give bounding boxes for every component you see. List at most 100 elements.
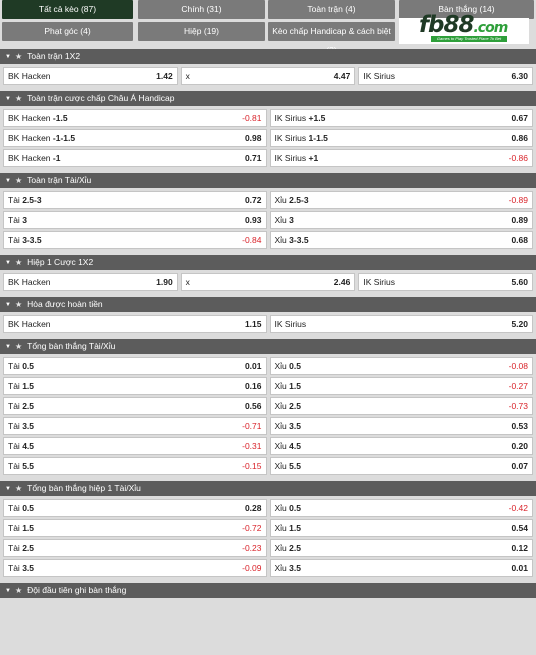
odds-cell[interactable]: x 2.46 (180, 273, 356, 291)
handicap-value: 1.5 (22, 381, 35, 391)
handicap-value: 3.5 (22, 563, 35, 573)
handicap-value: -1-1.5 (52, 133, 76, 143)
handicap-value: 2.5-3 (289, 195, 309, 205)
handicap-value: 1-1.5 (308, 133, 328, 143)
section-header[interactable]: ▼ ★ Tổng bàn thắng hiệp 1 Tài/Xỉu (0, 481, 536, 496)
odds-cell[interactable]: Xỉu 2.5 0.12 (269, 539, 533, 557)
tab-goals[interactable]: Bàn thắng (14) (399, 0, 534, 19)
selection-label: IK Sirius +1 (274, 153, 319, 163)
caret-down-icon[interactable]: ▼ (5, 96, 11, 102)
section-header[interactable]: ▼ ★ Tổng bàn thắng Tài/Xỉu (0, 339, 536, 354)
star-icon[interactable]: ★ (14, 176, 23, 185)
odds-cell[interactable]: Tài 3.5 -0.09 (3, 559, 267, 577)
odds-cell[interactable]: Tài 3-3.5 -0.84 (3, 231, 267, 249)
odds-cell[interactable]: Xỉu 3 0.89 (269, 211, 533, 229)
caret-down-icon[interactable]: ▼ (5, 344, 11, 350)
caret-down-icon[interactable]: ▼ (5, 260, 11, 266)
star-icon[interactable]: ★ (14, 300, 23, 309)
odds-cell[interactable]: Tài 2.5-3 0.72 (3, 191, 267, 209)
section-header[interactable]: ▼ ★ Toàn trận Tài/Xỉu (0, 173, 536, 188)
caret-down-icon[interactable]: ▼ (5, 588, 11, 594)
odds-cell[interactable]: Xỉu 3.5 0.01 (269, 559, 533, 577)
odds-cell[interactable]: Xỉu 4.5 0.20 (269, 437, 533, 455)
selection-label: Tài 3-3.5 (8, 235, 42, 245)
section-header[interactable]: ▼ ★ Hòa được hoàn tiền (0, 297, 536, 312)
odds-cell[interactable]: BK Hacken -1 0.71 (3, 149, 267, 167)
section-header[interactable]: ▼ ★ Toàn trận 1X2 (0, 49, 536, 64)
market-section: ▼ ★ Đội đầu tiên ghi bàn thắng (0, 583, 536, 598)
section-title: Toàn trận 1X2 (27, 51, 81, 61)
market-section: ▼ ★ Tổng bàn thắng Tài/Xỉu Tài 0.5 0.01 Xỉu 0… (0, 339, 536, 475)
handicap-value: +1.5 (308, 113, 326, 123)
fb88-logo[interactable]: fb88.com Games to Play Trusted Place To … (399, 12, 529, 44)
odds-cell[interactable]: Xỉu 1.5 0.54 (269, 519, 533, 537)
selection-label: BK Hacken -1-1.5 (8, 133, 76, 143)
odds-cell[interactable]: IK Sirius 1-1.5 0.86 (269, 129, 533, 147)
caret-down-icon[interactable]: ▼ (5, 178, 11, 184)
star-icon[interactable]: ★ (14, 586, 23, 595)
caret-down-icon[interactable]: ▼ (5, 54, 11, 60)
odds-cell[interactable]: Tài 3.5 -0.71 (3, 417, 267, 435)
tab-all-markets[interactable]: Tất cả kèo (87) (2, 0, 133, 19)
star-icon[interactable]: ★ (14, 342, 23, 351)
odds-cell[interactable]: Tài 2.5 -0.23 (3, 539, 267, 557)
odds-value: -0.86 (508, 153, 528, 163)
odds-cell[interactable]: Xỉu 3-3.5 0.68 (269, 231, 533, 249)
odds-value: 2.46 (333, 277, 351, 287)
star-icon[interactable]: ★ (14, 484, 23, 493)
selection-label: IK Sirius 1-1.5 (274, 133, 328, 143)
odds-cell[interactable]: BK Hacken -1-1.5 0.98 (3, 129, 267, 147)
odds-cell[interactable]: Tài 4.5 -0.31 (3, 437, 267, 455)
star-icon[interactable]: ★ (14, 94, 23, 103)
odds-cell[interactable]: IK Sirius 5.60 (358, 273, 534, 291)
odds-row: Tài 3-3.5 -0.84 Xỉu 3-3.5 0.68 (0, 231, 536, 249)
odds-cell[interactable]: Xỉu 1.5 -0.27 (269, 377, 533, 395)
odds-cell[interactable]: Tài 0.5 0.01 (3, 357, 267, 375)
odds-value: 0.93 (244, 215, 262, 225)
odds-cell[interactable]: Xỉu 0.5 -0.42 (269, 499, 533, 517)
odds-cell[interactable]: Tài 0.5 0.28 (3, 499, 267, 517)
odds-cell[interactable]: Xỉu 2.5-3 -0.89 (269, 191, 533, 209)
odds-cell[interactable]: IK Sirius +1.5 0.67 (269, 109, 533, 127)
odds-cell[interactable]: Tài 5.5 -0.15 (3, 457, 267, 475)
odds-row: BK Hacken -1 0.71 IK Sirius +1 -0.86 (0, 149, 536, 167)
odds-cell[interactable]: BK Hacken -1.5 -0.81 (3, 109, 267, 127)
section-header[interactable]: ▼ ★ Hiệp 1 Cược 1X2 (0, 255, 536, 270)
odds-cell[interactable]: IK Sirius 5.20 (269, 315, 533, 333)
caret-down-icon[interactable]: ▼ (5, 486, 11, 492)
tab-handicap-margin[interactable]: Kèo chấp Handicap & cách biệt (3) (268, 22, 395, 55)
tab-full-match[interactable]: Toàn trận (4) (268, 0, 395, 19)
handicap-value: 2.5 (289, 401, 301, 411)
tab-main[interactable]: Chính (31) (138, 0, 265, 19)
selection-label: Tài 4.5 (8, 441, 35, 451)
tab-half[interactable]: Hiệp (19) (138, 22, 265, 41)
odds-cell[interactable]: Xỉu 0.5 -0.08 (269, 357, 533, 375)
section-header[interactable]: ▼ ★ Toàn trận cược chấp Châu Á Handicap (0, 91, 536, 106)
odds-row: Tài 1.5 0.16 Xỉu 1.5 -0.27 (0, 377, 536, 395)
section-header[interactable]: ▼ ★ Đội đầu tiên ghi bàn thắng (0, 583, 536, 598)
handicap-value: 3.5 (22, 421, 35, 431)
market-section: ▼ ★ Toàn trận 1X2 BK Hacken 1.42 x 4.47 IK Siri… (0, 49, 536, 85)
odds-cell[interactable]: BK Hacken 1.90 (3, 273, 178, 291)
handicap-value: 2.5 (289, 543, 301, 553)
selection-label: Xỉu 4.5 (274, 441, 302, 451)
odds-cell[interactable]: Tài 3 0.93 (3, 211, 267, 229)
odds-cell[interactable]: Xỉu 5.5 0.07 (269, 457, 533, 475)
odds-cell[interactable]: BK Hacken 1.42 (3, 67, 178, 85)
tab-corners[interactable]: Phạt góc (4) (2, 22, 133, 41)
odds-cell[interactable]: Xỉu 2.5 -0.73 (269, 397, 533, 415)
caret-down-icon[interactable]: ▼ (5, 302, 11, 308)
market-section: ▼ ★ Hiệp 1 Cược 1X2 BK Hacken 1.90 x 2.46 IK Si… (0, 255, 536, 291)
selection-label: Xỉu 1.5 (274, 381, 302, 391)
odds-cell[interactable]: Tài 2.5 0.56 (3, 397, 267, 415)
odds-cell[interactable]: Tài 1.5 -0.72 (3, 519, 267, 537)
odds-cell[interactable]: BK Hacken 1.15 (3, 315, 267, 333)
star-icon[interactable]: ★ (14, 52, 23, 61)
odds-cell[interactable]: x 4.47 (180, 67, 356, 85)
odds-cell[interactable]: IK Sirius +1 -0.86 (269, 149, 533, 167)
odds-cell[interactable]: Xỉu 3.5 0.53 (269, 417, 533, 435)
odds-cell[interactable]: Tài 1.5 0.16 (3, 377, 267, 395)
selection-label: Xỉu 3.5 (274, 563, 302, 573)
star-icon[interactable]: ★ (14, 258, 23, 267)
odds-cell[interactable]: IK Sirius 6.30 (358, 67, 534, 85)
